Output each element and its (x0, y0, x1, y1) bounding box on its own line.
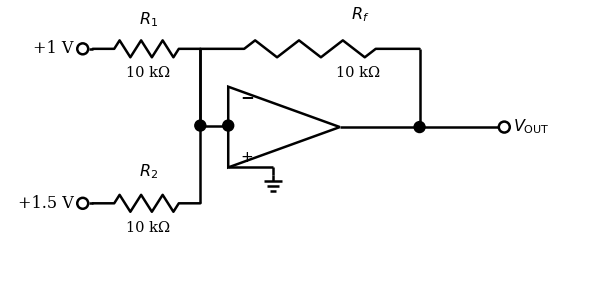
Text: 10 kΩ: 10 kΩ (126, 66, 171, 80)
Text: $R_2$: $R_2$ (139, 163, 158, 181)
Text: $R_1$: $R_1$ (139, 10, 158, 29)
Text: $V_{\mathrm{OUT}}$: $V_{\mathrm{OUT}}$ (513, 118, 550, 137)
Text: +: + (240, 150, 253, 165)
Text: 10 kΩ: 10 kΩ (126, 221, 171, 235)
Text: $R_f$: $R_f$ (350, 5, 369, 24)
Text: −: − (240, 88, 254, 106)
Text: 10 kΩ: 10 kΩ (336, 66, 380, 80)
Circle shape (414, 122, 425, 132)
Text: +1.5 V: +1.5 V (18, 195, 74, 212)
Circle shape (223, 120, 234, 131)
Circle shape (195, 120, 206, 131)
Text: +1 V: +1 V (34, 40, 74, 57)
